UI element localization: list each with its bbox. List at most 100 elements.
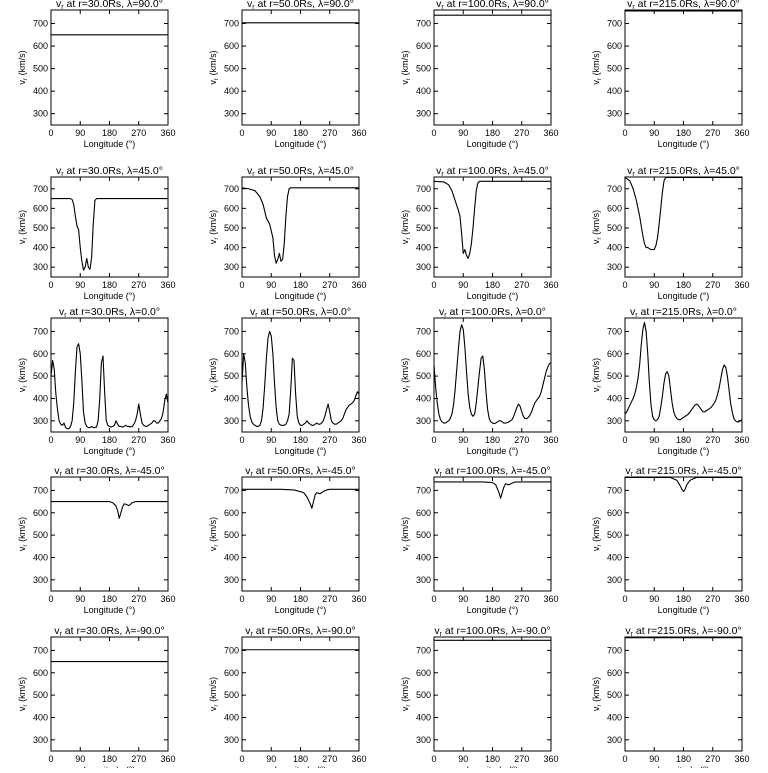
x-tick-label: 360 xyxy=(734,754,749,764)
x-tick-label: 180 xyxy=(102,594,117,604)
plot-frame xyxy=(50,317,169,433)
x-axis-label: Longitude (°) xyxy=(275,605,327,615)
x-tick-label: 90 xyxy=(458,435,468,445)
x-tick-label: 360 xyxy=(160,435,175,445)
y-tick-label: 500 xyxy=(33,530,48,540)
x-tick-label: 90 xyxy=(266,435,276,445)
series-line xyxy=(241,330,360,427)
y-tick-label: 500 xyxy=(224,530,239,540)
x-tick-label: 90 xyxy=(649,128,659,138)
subplot: vr at r=215.0Rs, λ=-45.0° 0 90 180 270 360 300… xyxy=(591,465,750,615)
y-tick-label: 700 xyxy=(607,645,622,655)
y-axis-label: vr (km/s) xyxy=(17,210,29,244)
y-tick-label: 500 xyxy=(607,530,622,540)
y-tick-label: 600 xyxy=(224,203,239,213)
series-line xyxy=(433,180,551,259)
x-tick-label: 0 xyxy=(622,754,627,764)
y-tick-label: 600 xyxy=(607,41,622,51)
plot-frame xyxy=(624,9,743,126)
y-tick-label: 600 xyxy=(33,508,48,518)
y-tick-label: 700 xyxy=(416,645,431,655)
x-axis-label: Longitude (°) xyxy=(84,605,136,615)
y-axis-label: vr (km/s) xyxy=(17,50,29,84)
subplot: vr at r=215.0Rs, λ=0.0° 0 90 180 270 360 300 40… xyxy=(591,306,750,456)
x-tick-label: 0 xyxy=(622,435,627,445)
series-line xyxy=(51,198,168,271)
y-tick-label: 400 xyxy=(607,712,622,722)
x-tick-label: 360 xyxy=(543,594,558,604)
y-axis-label: vr (km/s) xyxy=(17,517,29,551)
x-tick-label: 90 xyxy=(75,128,85,138)
y-tick-label: 300 xyxy=(224,262,239,272)
x-axis-label: Longitude (°) xyxy=(275,291,327,301)
y-tick-label: 500 xyxy=(607,64,622,74)
y-tick-label: 300 xyxy=(416,575,431,585)
plot-title: vr at r=50.0Rs, λ=0.0° xyxy=(250,306,351,319)
y-tick-label: 300 xyxy=(607,262,622,272)
y-tick-label: 700 xyxy=(416,485,431,495)
x-tick-label: 90 xyxy=(75,594,85,604)
y-tick-label: 600 xyxy=(33,41,48,51)
x-tick-label: 0 xyxy=(239,280,244,290)
plot-frame xyxy=(50,176,169,278)
y-tick-label: 700 xyxy=(416,326,431,336)
series-line xyxy=(241,187,359,264)
x-tick-label: 0 xyxy=(431,280,436,290)
y-tick-label: 400 xyxy=(607,393,622,403)
plot-title: vr at r=30.0Rs, λ=0.0° xyxy=(59,306,160,319)
x-tick-label: 0 xyxy=(48,128,53,138)
x-axis-label: Longitude (°) xyxy=(467,446,519,456)
plot-title: vr at r=50.0Rs, λ=-45.0° xyxy=(245,465,355,478)
x-tick-label: 180 xyxy=(485,435,500,445)
y-tick-label: 400 xyxy=(33,243,48,253)
x-tick-label: 270 xyxy=(322,754,337,764)
y-tick-label: 700 xyxy=(607,485,622,495)
y-tick-label: 300 xyxy=(224,735,239,745)
x-tick-label: 180 xyxy=(293,594,308,604)
x-tick-label: 180 xyxy=(293,280,308,290)
y-tick-label: 300 xyxy=(33,262,48,272)
x-tick-label: 270 xyxy=(322,128,337,138)
x-tick-label: 270 xyxy=(131,280,146,290)
y-axis-label: vr (km/s) xyxy=(208,358,220,392)
plot-frame xyxy=(433,476,552,592)
subplot: vr at r=50.0Rs, λ=45.0° 0 90 180 270 360 300 40… xyxy=(208,165,367,301)
y-tick-label: 500 xyxy=(416,64,431,74)
x-axis-label: Longitude (°) xyxy=(84,291,136,301)
x-tick-label: 360 xyxy=(351,280,366,290)
subplot: vr at r=100.0Rs, λ=-45.0° 0 90 180 270 360 300… xyxy=(400,465,559,615)
y-tick-label: 700 xyxy=(224,326,239,336)
subplot: vr at r=215.0Rs, λ=90.0° 0 90 180 270 360 300 4… xyxy=(591,0,750,149)
y-tick-label: 500 xyxy=(224,690,239,700)
x-tick-label: 90 xyxy=(649,594,659,604)
y-tick-label: 600 xyxy=(607,349,622,359)
x-tick-label: 180 xyxy=(485,754,500,764)
y-tick-label: 400 xyxy=(33,552,48,562)
x-tick-label: 0 xyxy=(48,435,53,445)
y-tick-label: 600 xyxy=(224,349,239,359)
y-tick-label: 700 xyxy=(224,645,239,655)
x-tick-label: 270 xyxy=(705,128,720,138)
x-tick-label: 0 xyxy=(48,280,53,290)
subplot: vr at r=50.0Rs, λ=-45.0° 0 90 180 270 360 300 4… xyxy=(208,465,367,615)
x-tick-label: 360 xyxy=(351,594,366,604)
plot-title: vr at r=215.0Rs, λ=-90.0° xyxy=(625,625,741,638)
y-axis-label: vr (km/s) xyxy=(400,50,412,84)
subplot: vr at r=100.0Rs, λ=45.0° 0 90 180 270 360 300 4… xyxy=(400,165,559,301)
x-tick-label: 0 xyxy=(431,128,436,138)
y-tick-label: 500 xyxy=(224,371,239,381)
x-tick-label: 0 xyxy=(622,128,627,138)
x-tick-label: 0 xyxy=(622,280,627,290)
x-tick-label: 90 xyxy=(649,435,659,445)
plot-title: vr at r=30.0Rs, λ=45.0° xyxy=(56,165,163,178)
y-axis-label: vr (km/s) xyxy=(208,50,220,84)
x-tick-label: 270 xyxy=(705,280,720,290)
x-tick-label: 270 xyxy=(514,754,529,764)
x-tick-label: 270 xyxy=(705,594,720,604)
y-axis-label: vr (km/s) xyxy=(208,517,220,551)
x-tick-label: 180 xyxy=(676,594,691,604)
y-tick-label: 500 xyxy=(33,371,48,381)
y-tick-label: 400 xyxy=(416,712,431,722)
y-tick-label: 300 xyxy=(416,735,431,745)
plot-title: vr at r=100.0Rs, λ=90.0° xyxy=(436,0,549,11)
